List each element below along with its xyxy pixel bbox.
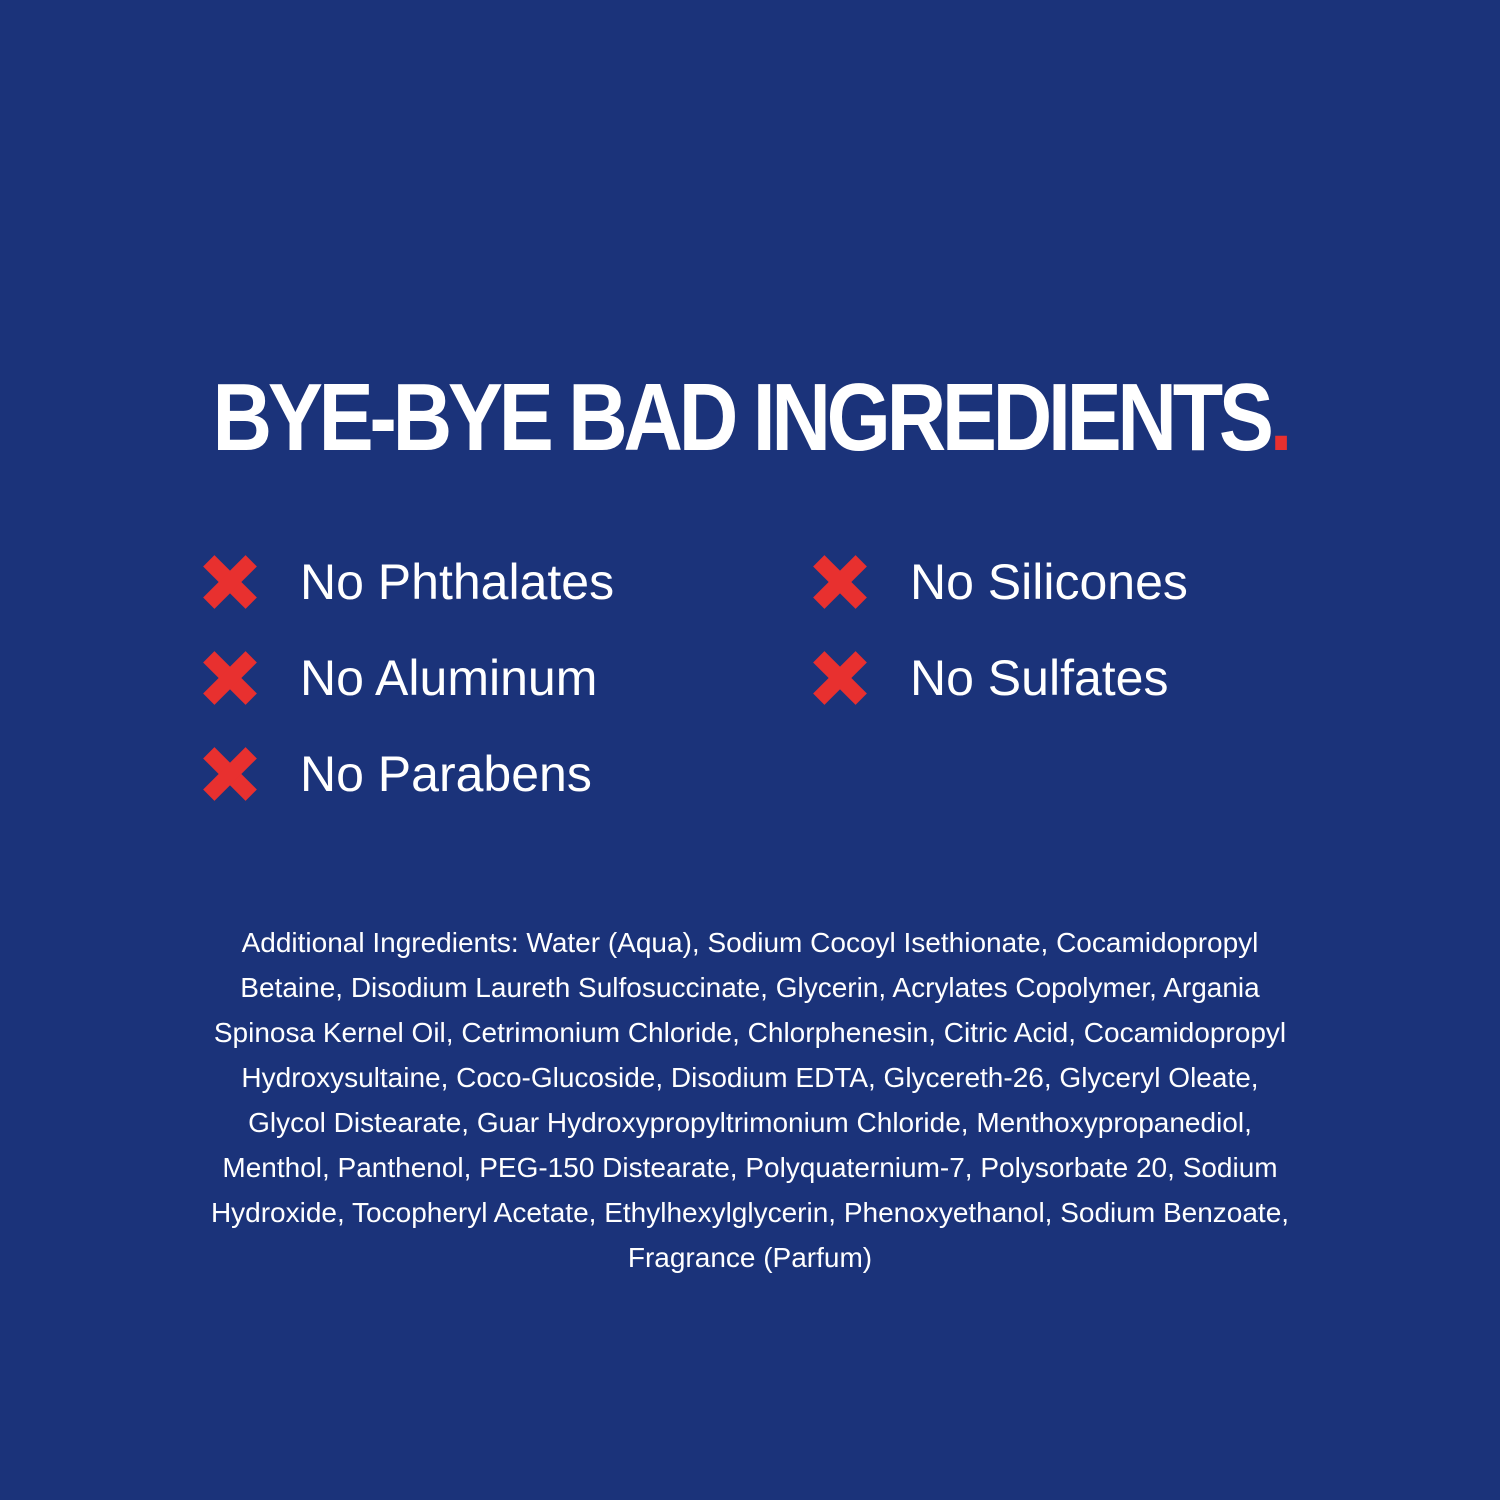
ingredients-line: Glycol Distearate, Guar Hydroxypropyltri… — [248, 1107, 1252, 1138]
headline-text: BYE-BYE BAD INGREDIENTS — [212, 364, 1273, 471]
claim-no-phthalates: No Phthalates — [204, 552, 614, 612]
ingredients-line: Menthol, Panthenol, PEG-150 Distearate, … — [222, 1152, 1278, 1183]
ingredients-line: Spinosa Kernel Oil, Cetrimonium Chloride… — [213, 1017, 1287, 1048]
claim-no-aluminum: No Aluminum — [204, 648, 597, 708]
x-mark-icon — [204, 556, 256, 608]
ingredients-line: Fragrance (Parfum) — [627, 1242, 873, 1273]
ingredients-line: Hydroxide, Tocopheryl Acetate, Ethylhexy… — [210, 1197, 1290, 1228]
x-mark-icon — [204, 652, 256, 704]
claim-label: No Sulfates — [910, 650, 1169, 706]
claim-no-parabens: No Parabens — [204, 744, 592, 804]
headline-dot: . — [1269, 364, 1292, 471]
x-mark-icon — [814, 652, 866, 704]
ingredients-line: Hydroxysultaine, Coco-Glucoside, Disodiu… — [241, 1062, 1259, 1093]
claim-label: No Aluminum — [300, 650, 598, 706]
x-mark-icon — [814, 556, 866, 608]
ingredients-line: Betaine, Disodium Laureth Sulfosuccinate… — [240, 972, 1260, 1003]
claim-label: No Parabens — [300, 746, 592, 802]
headline: BYE-BYE BAD INGREDIENTS. — [0, 368, 1500, 468]
claim-label: No Phthalates — [300, 554, 615, 610]
ingredients-list: Additional Ingredients: Water (Aqua), So… — [100, 920, 1400, 1280]
x-mark-icon — [204, 748, 256, 800]
claim-label: No Silicones — [910, 554, 1188, 610]
claim-no-silicones: No Silicones — [814, 552, 1188, 612]
ingredients-line: Additional Ingredients: Water (Aqua), So… — [241, 927, 1259, 958]
claim-no-sulfates: No Sulfates — [814, 648, 1168, 708]
